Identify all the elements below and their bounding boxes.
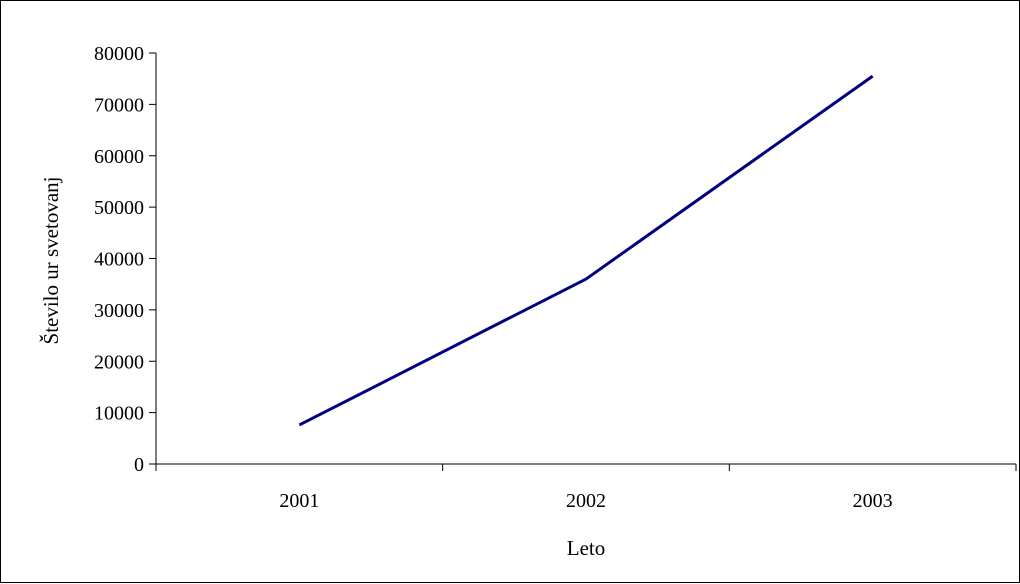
- x-tick-label: 2003: [853, 490, 893, 512]
- x-axis-title: Leto: [567, 536, 605, 560]
- y-tick-label: 50000: [94, 197, 144, 219]
- x-tick-label: 2001: [279, 490, 319, 512]
- y-axis-ticks: [149, 52, 156, 465]
- x-axis-tick-labels: 2001 2002 2003: [279, 490, 892, 512]
- series-layer: [298, 74, 874, 427]
- y-tick-label: 30000: [94, 300, 144, 322]
- y-tick-label: 40000: [94, 249, 144, 271]
- y-tick-label: 20000: [94, 351, 144, 373]
- x-axis-ticks: [155, 464, 1017, 471]
- series-line: [298, 74, 874, 427]
- y-tick-label: 80000: [94, 43, 144, 65]
- y-tick-label: 10000: [94, 403, 144, 425]
- x-tick-label: 2002: [566, 490, 606, 512]
- y-axis-tick-labels: 0 10000 20000 30000 40000 50000 60000 70000 8000…: [94, 43, 144, 476]
- y-tick-label: 0: [134, 454, 144, 476]
- y-axis-title: Število ur svetovanj: [39, 177, 63, 345]
- y-tick-label: 70000: [94, 94, 144, 116]
- y-tick-label: 60000: [94, 146, 144, 168]
